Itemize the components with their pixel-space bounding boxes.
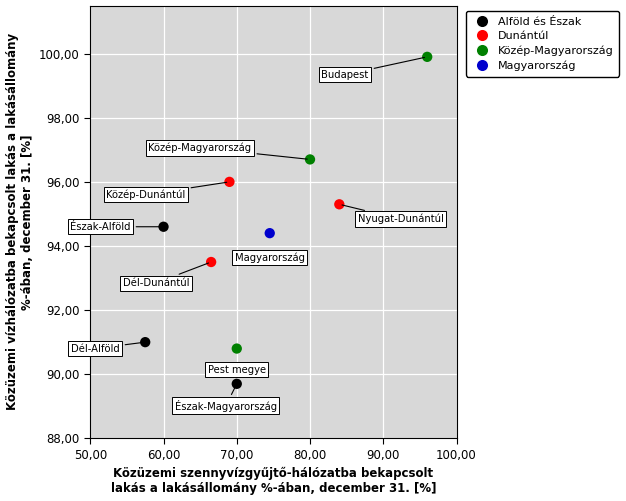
Point <box>334 200 344 208</box>
Text: Észak-Alföld: Észak-Alföld <box>70 222 161 232</box>
Point <box>305 155 315 163</box>
Text: Észak-Magyarország: Észak-Magyarország <box>175 386 277 412</box>
Text: Közép-Magyarország: Közép-Magyarország <box>148 142 307 159</box>
Text: Közép-Dunántúl: Közép-Dunántúl <box>106 182 227 200</box>
Text: Budapest: Budapest <box>321 58 424 80</box>
Legend: Alföld és Észak, Dunántúl, Közép-Magyarország, Magyarország: Alföld és Észak, Dunántúl, Közép-Magyaro… <box>466 11 619 77</box>
Text: Dél-Alföld: Dél-Alföld <box>71 343 143 354</box>
Point <box>265 229 275 237</box>
Point <box>225 178 235 186</box>
Point <box>206 258 216 266</box>
Y-axis label: Közüzemi vízhálózatba bekapcsolt lakás a lakásállomány
%-ában, december 31. [%]: Közüzemi vízhálózatba bekapcsolt lakás a… <box>6 34 34 410</box>
Point <box>158 223 168 231</box>
Text: Pest megye: Pest megye <box>208 365 266 375</box>
X-axis label: Közüzemi szennyvízgyűjtő-hálózatba bekapcsolt
lakás a lakásállomány %-ában, dece: Közüzemi szennyvízgyűjtő-hálózatba bekap… <box>111 467 436 495</box>
Point <box>422 53 432 61</box>
Point <box>140 338 150 346</box>
Text: Nyugat-Dunántúl: Nyugat-Dunántúl <box>342 205 443 224</box>
Point <box>232 345 242 353</box>
Text: Magyarország: Magyarország <box>235 253 305 263</box>
Point <box>232 380 242 388</box>
Text: Dél-Dunántúl: Dél-Dunántúl <box>123 263 208 288</box>
